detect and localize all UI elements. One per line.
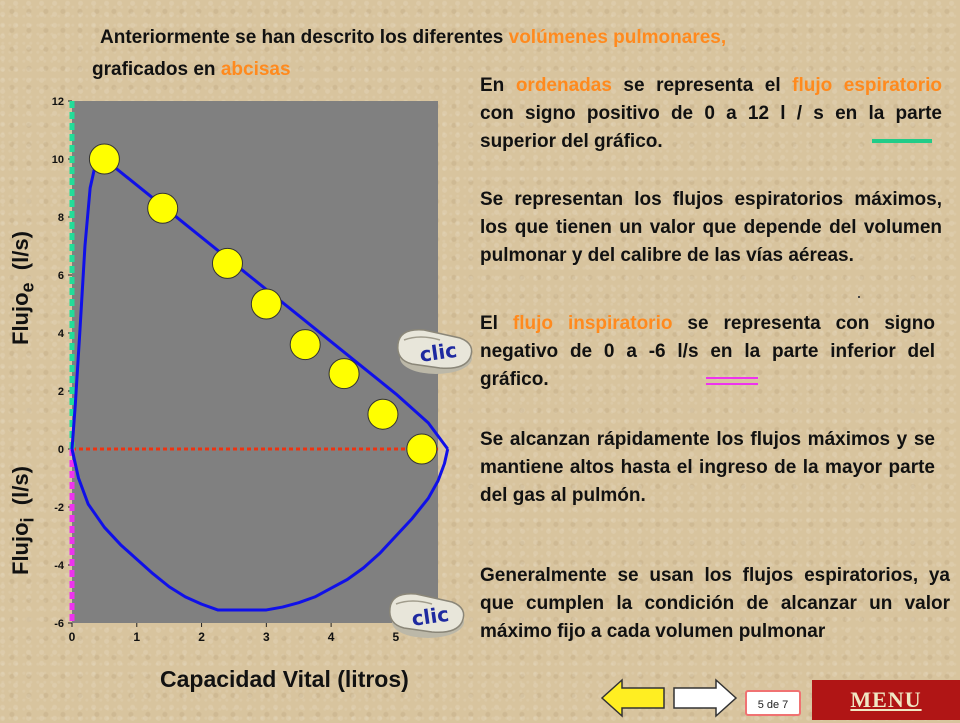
paragraph-conclusion: Generalmente se usan los flujos espirato… xyxy=(480,565,950,642)
mouse-icon: clic xyxy=(389,593,465,638)
p1-flujo-espiratorio: flujo espiratorio xyxy=(792,75,942,96)
x-tick-label: 2 xyxy=(198,630,205,644)
arrow-right-icon xyxy=(673,678,738,718)
intro-highlight-abcisas: abcisas xyxy=(220,59,291,80)
inspiratory-curve xyxy=(70,448,450,612)
curve-marker xyxy=(211,247,243,279)
clic-button-top[interactable]: clic xyxy=(390,322,476,378)
prev-arrow-button[interactable] xyxy=(600,678,666,718)
y-tick-label: 2 xyxy=(58,386,64,398)
plot-area xyxy=(72,101,438,623)
paragraph-inspiratory: El flujo inspiratorio se representa con … xyxy=(480,310,935,394)
clic-label: clic xyxy=(410,602,450,631)
y-tick-label: 12 xyxy=(52,96,64,108)
p3-a: El xyxy=(480,313,513,334)
intro-line-1: Anteriormente se han descrito los difere… xyxy=(100,24,726,52)
curve-marker xyxy=(406,433,438,465)
x-tick-label: 0 xyxy=(69,630,76,644)
y-tick-label: 0 xyxy=(58,444,64,456)
curve-marker xyxy=(147,192,179,224)
p1-e: con signo positivo de 0 a 12 l / s en la… xyxy=(480,103,942,152)
mouse-icon: clic xyxy=(397,329,473,374)
y-tick-label: 10 xyxy=(52,154,64,166)
paragraph-ordinates: En ordenadas se representa el flujo espi… xyxy=(480,72,942,156)
x-tick-label: 3 xyxy=(263,630,270,644)
ylabel-e-unit: (l/s) xyxy=(8,231,33,271)
paragraph-max-flows: Se representan los flujos espiratorios m… xyxy=(480,189,942,266)
y-tick-label: 8 xyxy=(58,212,64,224)
p1-c: se representa el xyxy=(611,75,793,96)
paragraph-reach-max: Se alcanzan rápidamente los flujos máxim… xyxy=(480,429,935,506)
clic-button-bottom[interactable]: clic xyxy=(382,586,468,642)
intro-text-b: graficados en xyxy=(92,59,221,80)
p1-a: En xyxy=(480,75,516,96)
stray-dot xyxy=(858,296,860,298)
curve-marker xyxy=(289,329,321,361)
curve-marker xyxy=(88,143,120,175)
x-tick-label: 4 xyxy=(328,630,335,644)
curve-marker xyxy=(250,288,282,320)
curve-markers xyxy=(88,143,438,465)
x-tick-label: 5 xyxy=(393,630,400,644)
y-axis-label-expiratory: Flujoe (l/s) xyxy=(8,231,38,345)
ylabel-i-sub: i xyxy=(17,517,38,523)
ylabel-e-word: Flujo xyxy=(8,292,33,345)
page-indicator: 5 de 7 xyxy=(745,690,801,716)
curve-marker xyxy=(328,358,360,390)
y-axis-label-inspiratory: Flujoi (l/s) xyxy=(8,466,38,575)
ylabel-i-unit: (l/s) xyxy=(8,466,33,506)
y-tick-label: -6 xyxy=(54,618,64,630)
y-tick-label: -2 xyxy=(54,502,64,514)
p1-ordenadas: ordenadas xyxy=(515,75,612,96)
x-tick-labels: 0 1 2 3 4 5 xyxy=(69,623,400,644)
x-tick-label: 1 xyxy=(133,630,140,644)
intro-line-2: graficados en abcisas xyxy=(92,56,291,84)
x-axis-label: Capacidad Vital (litros) xyxy=(160,666,409,692)
y-tick-labels: 12 10 8 6 4 2 0 -2 -4 -6 xyxy=(52,96,65,630)
p3-c: se representa con signo negativo de 0 a … xyxy=(480,313,935,390)
arrow-left-icon xyxy=(600,678,665,718)
intro-highlight-volumes: volúmenes pulmonares, xyxy=(508,27,727,48)
ylabel-i-word: Flujo xyxy=(8,522,33,575)
clic-label: clic xyxy=(418,338,458,367)
y-tick-label: 6 xyxy=(58,270,64,282)
y-tick-label: -4 xyxy=(54,560,65,572)
menu-button[interactable]: MENU xyxy=(812,680,960,720)
ylabel-e-sub: e xyxy=(17,282,38,293)
curve-marker xyxy=(367,398,399,430)
p3-flujo-inspiratorio: flujo inspiratorio xyxy=(512,313,673,334)
intro-text-a: Anteriormente se han descrito los difere… xyxy=(100,27,509,48)
next-arrow-button[interactable] xyxy=(672,678,738,718)
y-tick-label: 4 xyxy=(58,328,65,340)
